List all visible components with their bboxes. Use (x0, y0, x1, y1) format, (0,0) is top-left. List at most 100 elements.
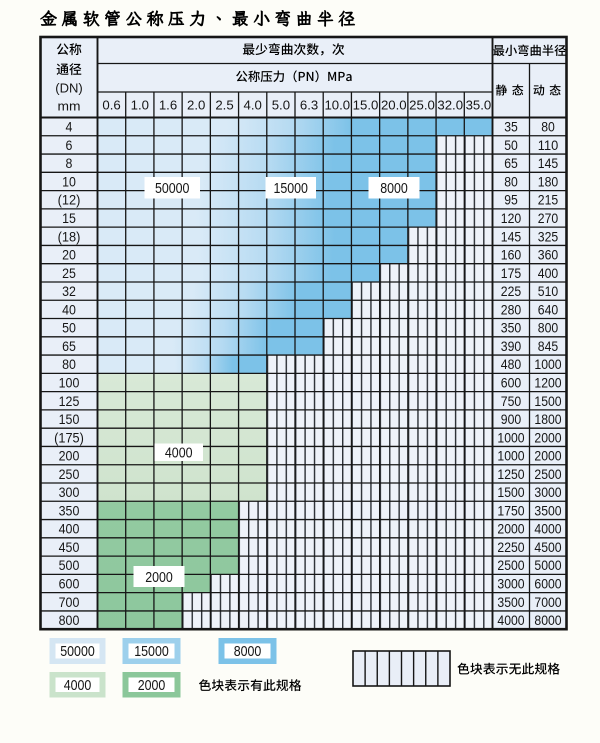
svg-text:80: 80 (62, 356, 76, 372)
svg-text:800: 800 (538, 320, 559, 336)
svg-text:500: 500 (59, 557, 80, 573)
svg-text:2.5: 2.5 (215, 98, 233, 113)
svg-text:125: 125 (59, 393, 80, 409)
svg-text:510: 510 (538, 283, 559, 299)
svg-text:150: 150 (59, 411, 80, 427)
svg-text:(DN): (DN) (55, 81, 83, 96)
svg-text:4.0: 4.0 (244, 98, 262, 113)
svg-text:2250: 2250 (497, 539, 524, 555)
svg-text:15000: 15000 (273, 180, 308, 197)
svg-text:1800: 1800 (534, 411, 561, 427)
svg-text:65: 65 (504, 155, 518, 171)
svg-text:15000: 15000 (134, 644, 169, 660)
svg-text:4500: 4500 (534, 539, 561, 555)
svg-text:250: 250 (59, 466, 80, 482)
svg-text:8: 8 (66, 155, 73, 171)
svg-text:8000: 8000 (380, 180, 408, 197)
svg-text:6000: 6000 (534, 576, 561, 592)
svg-text:750: 750 (501, 393, 522, 409)
svg-text:65: 65 (62, 338, 76, 354)
svg-text:3000: 3000 (534, 484, 561, 500)
svg-text:15: 15 (62, 210, 76, 226)
svg-text:640: 640 (538, 301, 559, 317)
svg-text:2000: 2000 (145, 569, 173, 586)
svg-text:8000: 8000 (234, 644, 262, 660)
svg-text:20.0: 20.0 (381, 98, 407, 113)
svg-text:325: 325 (538, 228, 559, 244)
svg-text:1000: 1000 (534, 356, 561, 372)
svg-text:10: 10 (62, 174, 76, 190)
svg-text:2000: 2000 (138, 678, 166, 694)
svg-text:280: 280 (501, 301, 522, 317)
svg-text:4000: 4000 (64, 678, 92, 694)
svg-text:95: 95 (504, 192, 518, 208)
svg-text:1.6: 1.6 (159, 98, 177, 113)
svg-text:1500: 1500 (497, 484, 524, 500)
svg-text:390: 390 (501, 338, 522, 354)
svg-text:6.3: 6.3 (300, 98, 318, 113)
svg-text:180: 180 (538, 174, 559, 190)
svg-text:35: 35 (504, 119, 518, 135)
svg-text:2500: 2500 (497, 557, 524, 573)
svg-text:600: 600 (59, 576, 80, 592)
svg-text:4000: 4000 (497, 612, 524, 628)
svg-text:145: 145 (501, 228, 522, 244)
svg-text:200: 200 (59, 448, 80, 464)
svg-text:1750: 1750 (497, 502, 524, 518)
svg-text:900: 900 (501, 411, 522, 427)
svg-text:2500: 2500 (534, 466, 561, 482)
svg-text:80: 80 (541, 119, 555, 135)
svg-text:2000: 2000 (534, 429, 561, 445)
svg-text:8000: 8000 (534, 612, 561, 628)
svg-text:2000: 2000 (534, 448, 561, 464)
svg-text:5.0: 5.0 (272, 98, 290, 113)
svg-text:(12): (12) (58, 192, 81, 208)
svg-text:80: 80 (504, 174, 518, 190)
svg-text:4000: 4000 (165, 445, 193, 462)
svg-text:270: 270 (538, 210, 559, 226)
svg-text:600: 600 (501, 375, 522, 391)
svg-text:35.0: 35.0 (466, 98, 492, 113)
svg-text:3500: 3500 (534, 502, 561, 518)
svg-text:145: 145 (538, 155, 559, 171)
svg-text:700: 700 (59, 594, 80, 610)
svg-text:800: 800 (59, 612, 80, 628)
svg-text:450: 450 (59, 539, 80, 555)
svg-text:1000: 1000 (497, 429, 524, 445)
svg-text:300: 300 (59, 484, 80, 500)
svg-text:32: 32 (62, 283, 76, 299)
svg-text:mm: mm (58, 99, 81, 114)
svg-text:360: 360 (538, 247, 559, 263)
svg-text:32.0: 32.0 (437, 98, 463, 113)
svg-text:480: 480 (501, 356, 522, 372)
svg-text:5000: 5000 (534, 557, 561, 573)
svg-text:2.0: 2.0 (187, 98, 205, 113)
svg-text:350: 350 (59, 502, 80, 518)
svg-text:3000: 3000 (497, 576, 524, 592)
svg-text:845: 845 (538, 338, 559, 354)
svg-text:7000: 7000 (534, 594, 561, 610)
svg-text:20: 20 (62, 247, 76, 263)
svg-text:(18): (18) (58, 228, 81, 244)
svg-text:215: 215 (538, 192, 559, 208)
svg-text:40: 40 (62, 301, 76, 317)
svg-text:1.0: 1.0 (131, 98, 149, 113)
svg-text:15.0: 15.0 (353, 98, 379, 113)
svg-text:(175): (175) (54, 429, 84, 445)
svg-text:0.6: 0.6 (102, 98, 120, 113)
svg-text:100: 100 (59, 375, 80, 391)
svg-text:350: 350 (501, 320, 522, 336)
svg-text:50000: 50000 (155, 180, 190, 197)
svg-text:1250: 1250 (497, 466, 524, 482)
svg-text:10.0: 10.0 (324, 98, 350, 113)
svg-text:1200: 1200 (534, 375, 561, 391)
svg-text:160: 160 (501, 247, 522, 263)
svg-text:400: 400 (59, 521, 80, 537)
svg-text:50: 50 (504, 137, 518, 153)
svg-text:400: 400 (538, 265, 559, 281)
svg-text:175: 175 (501, 265, 522, 281)
svg-text:2000: 2000 (497, 521, 524, 537)
svg-text:225: 225 (501, 283, 522, 299)
svg-text:4: 4 (66, 119, 73, 135)
svg-text:120: 120 (501, 210, 522, 226)
